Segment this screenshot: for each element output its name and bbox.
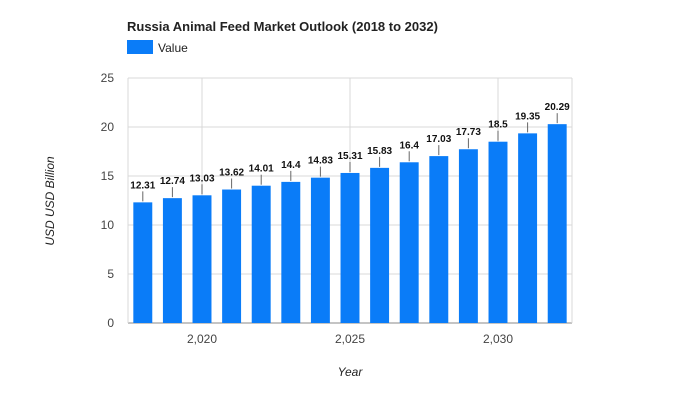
data-label: 20.29 <box>545 102 570 113</box>
data-label: 14.4 <box>281 160 301 171</box>
data-label: 14.01 <box>249 164 274 175</box>
bar <box>310 177 330 323</box>
bar <box>162 198 182 323</box>
bar <box>458 149 478 323</box>
data-label: 13.62 <box>219 168 244 179</box>
data-label: 18.5 <box>488 120 508 131</box>
bar <box>429 156 449 323</box>
x-tick-label: 2,025 <box>335 332 365 346</box>
y-axis-label: USD USD Billion <box>43 156 57 246</box>
y-tick-label: 0 <box>107 316 114 330</box>
data-label: 12.31 <box>130 180 155 191</box>
bar <box>340 172 360 323</box>
bar <box>251 185 271 323</box>
y-tick-label: 5 <box>107 267 114 281</box>
bars <box>133 124 567 324</box>
bar <box>133 202 153 323</box>
chart-title: Russia Animal Feed Market Outlook (2018 … <box>127 19 438 34</box>
bar <box>192 195 212 323</box>
bar <box>222 189 242 323</box>
bar <box>399 162 419 323</box>
data-label: 17.03 <box>426 134 451 145</box>
legend-label: Value <box>158 41 188 55</box>
data-label: 12.74 <box>160 176 185 187</box>
data-label: 13.03 <box>189 173 214 184</box>
y-tick-label: 25 <box>101 71 115 85</box>
bar <box>547 124 567 324</box>
data-label: 15.83 <box>367 146 392 157</box>
y-tick-label: 15 <box>101 169 115 183</box>
x-tick-label: 2,020 <box>187 332 217 346</box>
y-tick-label: 20 <box>101 120 115 134</box>
bar <box>488 141 508 323</box>
data-label: 19.35 <box>515 111 540 122</box>
bar <box>370 167 390 323</box>
legend-swatch <box>127 40 153 54</box>
x-tick-label: 2,030 <box>483 332 513 346</box>
bar <box>281 181 301 323</box>
bar <box>518 133 538 323</box>
x-axis-label: Year <box>338 365 364 379</box>
data-label: 15.31 <box>337 151 362 162</box>
y-tick-label: 10 <box>101 218 115 232</box>
data-labels: 12.31 12.74 13.03 13.62 14.01 14.4 14.83 15.31 1… <box>130 102 570 202</box>
axes: 0 5 10 15 20 25 2,020 2,025 2,030 <box>101 71 514 346</box>
data-label: 16.4 <box>399 140 419 151</box>
data-label: 17.73 <box>456 127 481 138</box>
data-label: 14.83 <box>308 156 333 167</box>
